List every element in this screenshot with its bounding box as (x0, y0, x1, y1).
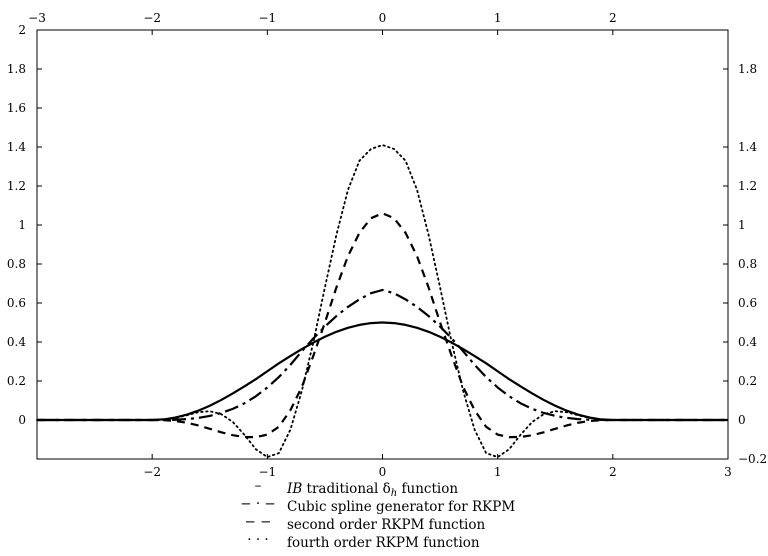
legend-label: IB traditional δh function (286, 481, 458, 499)
y-tick-label-left: 1.2 (7, 179, 26, 193)
legend-symbol: − · − (240, 496, 276, 512)
y-tick-label-left: 1.4 (7, 140, 26, 154)
y-tick-label-right: 1.2 (738, 179, 757, 193)
x-tick-label-top: 2 (609, 11, 617, 25)
x-tick-label-top: 0 (379, 11, 387, 25)
y-tick-label-left: 1.8 (7, 62, 26, 76)
legend-symbol: · · · (247, 532, 268, 548)
y-tick-label-right: 1.8 (738, 62, 757, 76)
y-tick-label-right: 1 (738, 218, 746, 232)
x-tick-label-top: 1 (494, 11, 502, 25)
y-tick-label-right: 0.8 (738, 257, 757, 271)
x-tick-label-top: −2 (143, 11, 161, 25)
x-tick-label-top: −3 (28, 11, 46, 25)
y-tick-label-right: 0.4 (738, 335, 757, 349)
x-tick-label-top: −1 (258, 11, 276, 25)
y-tick-label-left: 0 (18, 413, 26, 427)
y-tick-label-right: 1.4 (738, 140, 757, 154)
y-tick-label-left: 1.6 (7, 101, 26, 115)
y-tick-label-right: 0 (738, 413, 746, 427)
plot-frame (36, 29, 729, 460)
legend-label-tail: function (397, 481, 458, 497)
x-tick-label-bottom: 0 (379, 465, 387, 479)
x-tick-label-bottom: 3 (724, 465, 732, 479)
series-lines (36, 144, 729, 458)
tick-labels: −2 −1 0 1 2 3 −3 −2 −1 0 1 2 0 0.2 0.4 0.6 0.8 1 1.2 1.4 1.6… (7, 11, 767, 479)
y-tick-label-left: 0.8 (7, 257, 26, 271)
y-tick-label-left: 0.6 (7, 296, 26, 310)
x-tick-label-bottom: 1 (494, 465, 502, 479)
legend-label: second order RKPM function (287, 517, 485, 533)
y-tick-label-left: 1 (18, 218, 26, 232)
legend-label-subscript: h (391, 488, 397, 499)
x-tick-label-bottom: −2 (143, 465, 161, 479)
x-tick-label-bottom: 2 (609, 465, 617, 479)
legend-label: fourth order RKPM function (287, 535, 480, 551)
y-tick-label-right: 0.2 (738, 374, 757, 388)
series-line-dashed (37, 212, 728, 439)
series-line-solid (37, 321, 728, 422)
x-tick-label-bottom: −1 (258, 465, 276, 479)
y-tick-label-left: 2 (18, 23, 26, 37)
legend-label-italic: IB (286, 481, 302, 497)
legend-symbol: − − (245, 514, 272, 530)
legend-symbol: – (255, 478, 262, 494)
y-tick-label-right: −0.2 (738, 452, 767, 466)
y-tick-label-left: 0.4 (7, 335, 26, 349)
legend-label-text: traditional δ (302, 481, 391, 497)
axis-ticks (36, 29, 729, 460)
y-tick-label-left: 0.2 (7, 374, 26, 388)
y-tick-label-right: 0.6 (738, 296, 757, 310)
series-line-dashdot (37, 288, 728, 422)
legend-label: Cubic spline generator for RKPM (287, 499, 515, 515)
legend: – IB traditional δh function − · − Cubic sp… (240, 478, 515, 551)
series-line-dotted (36, 144, 729, 458)
